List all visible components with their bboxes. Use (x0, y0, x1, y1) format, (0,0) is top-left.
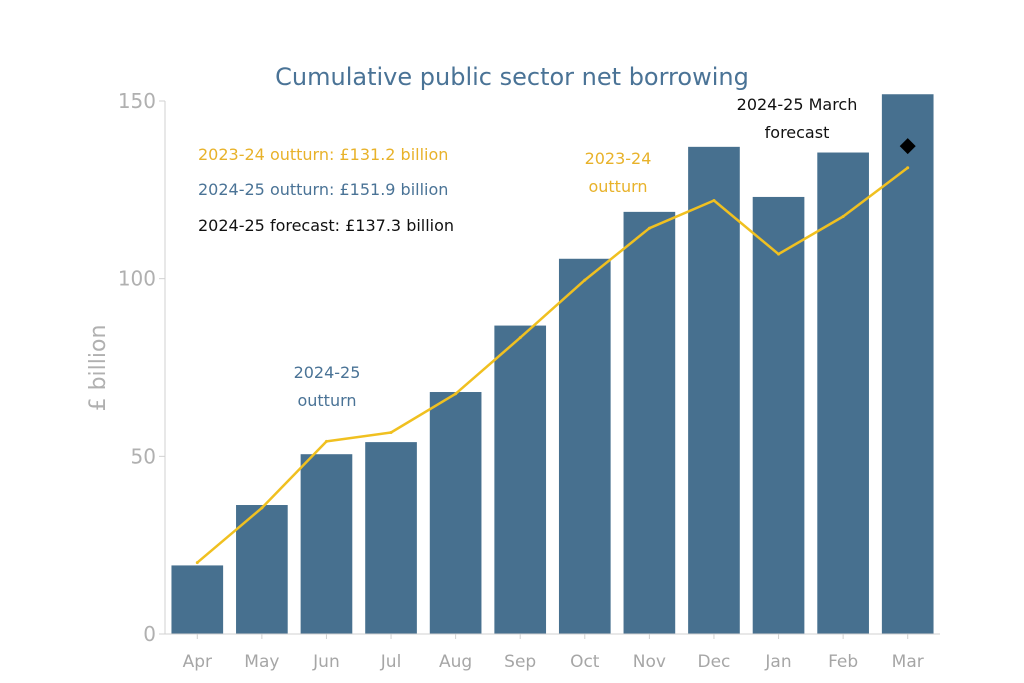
x-tick-label: Jul (380, 652, 402, 672)
bar-jun (300, 454, 353, 634)
bar-jul (365, 442, 417, 634)
x-tick-label: Jan (764, 652, 791, 672)
x-tick-label: Apr (183, 652, 212, 672)
x-tick-label: Aug (439, 652, 472, 672)
line-point-jan (777, 252, 781, 256)
bar-nov (623, 211, 676, 634)
x-tick-label: Nov (633, 652, 666, 672)
line-point-oct (583, 278, 587, 282)
legend-item-2024-25-forecast: 2024-25 forecast: £137.3 billion (198, 216, 454, 235)
forecast-marker (899, 138, 916, 155)
bar-sep (494, 325, 547, 634)
x-tick-label: May (244, 652, 279, 672)
x-tick-label: Jun (312, 652, 340, 672)
bar-feb (817, 152, 869, 635)
bars (171, 94, 934, 635)
legend: 2023-24 outturn: £131.2 billion 2024-25 … (198, 145, 454, 235)
line-point-jul (389, 431, 393, 435)
line-point-mar (906, 166, 910, 170)
y-tick-label: 150 (118, 89, 156, 113)
x-tick-label: Oct (570, 652, 600, 672)
y-tick-label: 100 (118, 267, 156, 291)
legend-item-2024-25-outturn: 2024-25 outturn: £151.9 billion (198, 180, 448, 199)
x-tick-label: Sep (504, 652, 536, 672)
bar-mar (881, 94, 934, 635)
y-axis-label: £ billion (86, 325, 111, 412)
line-point-feb (841, 214, 845, 218)
bar-apr (171, 565, 224, 634)
chart-title: Cumulative public sector net borrowing (275, 63, 749, 91)
line-point-apr (195, 561, 199, 565)
y-tick-label: 0 (143, 622, 156, 646)
x-tick-label: Dec (698, 652, 731, 672)
legend-item-2023-24-outturn: 2023-24 outturn: £131.2 billion (198, 145, 448, 164)
x-tick-label: Feb (828, 652, 858, 672)
forecast-marker-group (899, 138, 916, 155)
line-point-sep (518, 336, 522, 340)
annotation-2024-25-outturn-line2: outturn (297, 391, 356, 410)
annotations: 2024-25 outturn 2023-24 outturn 2024-25 … (294, 95, 858, 410)
line-point-jun (324, 439, 328, 443)
annotation-2023-24-outturn-line2: outturn (588, 177, 647, 196)
bar-may (236, 505, 288, 634)
y-tick-label: 50 (131, 444, 156, 468)
line-point-nov (647, 226, 651, 230)
bar-oct (558, 258, 611, 634)
bar-jan (752, 196, 805, 634)
annotation-march-forecast-line2: forecast (765, 123, 830, 142)
line-point-aug (454, 392, 458, 396)
annotation-march-forecast-line1: 2024-25 March (737, 95, 858, 114)
x-axis: Apr May Jun Jul Aug Sep Oct Nov Dec Jan Feb Mar (165, 633, 940, 672)
annotation-2024-25-outturn-line1: 2024-25 (294, 363, 361, 382)
line-point-may (260, 506, 264, 510)
bar-dec (688, 146, 740, 634)
x-tick-label: Mar (892, 652, 924, 672)
line-2023-24-outturn (196, 166, 909, 564)
annotation-2023-24-outturn-line1: 2023-24 (585, 149, 652, 168)
y-axis: 0 50 100 150 (118, 89, 166, 646)
line-series (195, 166, 910, 565)
line-point-dec (712, 198, 716, 202)
bar-aug (429, 392, 482, 634)
